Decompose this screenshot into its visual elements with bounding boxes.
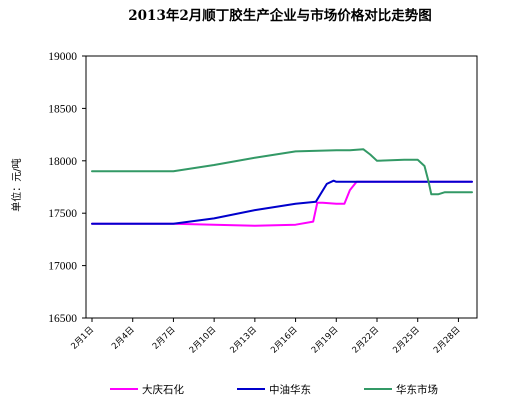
series-lines <box>91 148 473 227</box>
x-tick-label: 2月10日 <box>188 325 219 356</box>
y-axis-label-group: 单位：元/吨 <box>10 158 23 211</box>
y-tick-label: 19000 <box>48 51 77 63</box>
y-axis-label: 单位：元/吨 <box>10 158 23 211</box>
x-tick-label: 2月1日 <box>69 325 96 352</box>
x-tick-label: 2月7日 <box>151 325 178 352</box>
x-tick-label: 2月25日 <box>391 325 422 356</box>
y-axis: 16500 17000 17500 18000 18500 19000 <box>48 51 86 325</box>
x-tick-label: 2月28日 <box>432 325 463 356</box>
y-tick-label: 18500 <box>48 103 77 115</box>
y-tick-label: 16500 <box>48 313 77 325</box>
x-tick-label: 2月16日 <box>269 325 300 356</box>
x-tick-label: 2月22日 <box>351 325 382 356</box>
series-line-3 <box>91 148 473 196</box>
legend-label: 中油华东 <box>269 383 311 396</box>
x-tick-label: 2月19日 <box>310 325 341 356</box>
legend-label: 大庆石化 <box>142 383 184 396</box>
y-tick-label: 17000 <box>48 261 77 273</box>
plot-area <box>85 55 478 319</box>
chart-title: 2013年2月顺丁胶生产企业与市场价格对比走势图 <box>128 7 431 24</box>
x-tick-label: 2月13日 <box>228 325 259 356</box>
series-line-2 <box>91 179 473 225</box>
y-tick-label: 17500 <box>48 208 77 220</box>
legend-label: 华东市场 <box>396 383 438 396</box>
y-tick-label: 18000 <box>48 156 77 168</box>
x-axis: 2月1日 2月4日 2月7日 2月10日 2月13日 2月16日 2月19日 2月22日 2月2… <box>69 318 463 356</box>
legend: 大庆石化 中油华东 华东市场 <box>110 383 438 396</box>
x-tick-label: 2月4日 <box>110 325 137 352</box>
